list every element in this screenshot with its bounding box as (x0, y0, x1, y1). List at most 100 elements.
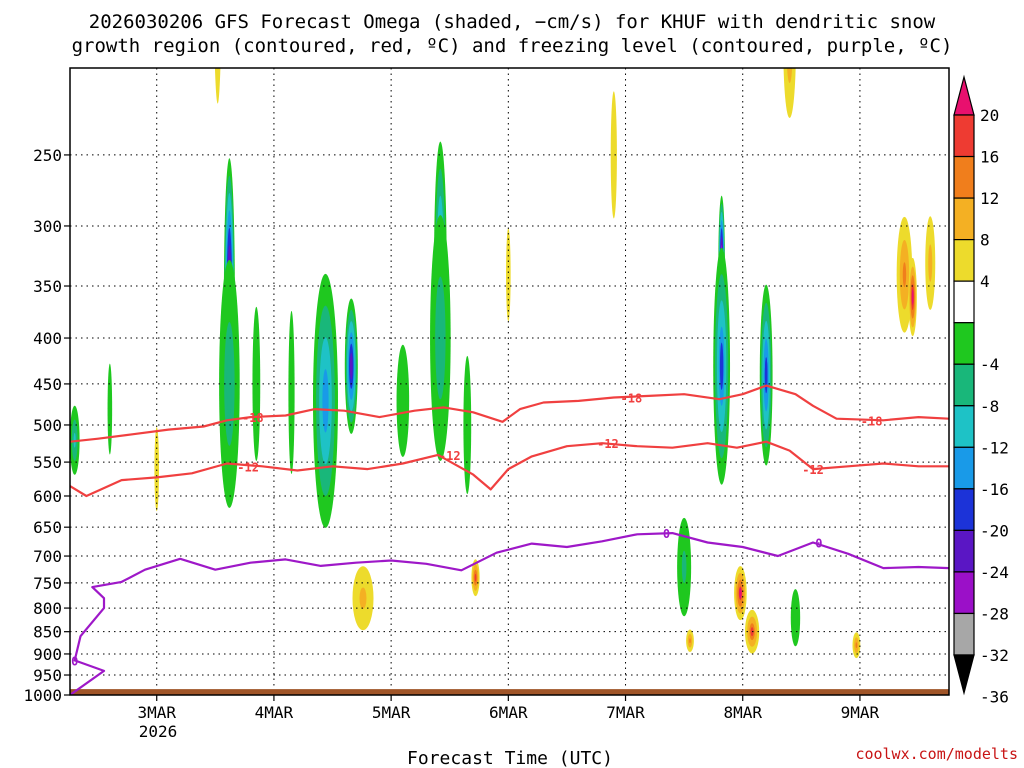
omega-feature (852, 632, 861, 659)
x-tick-label: 4MAR (255, 703, 294, 722)
contour-isotherm: -12 -12 -12 -12 (70, 437, 949, 498)
contour-line (70, 384, 949, 443)
omega-feature (610, 91, 617, 219)
omega-feature (734, 566, 747, 621)
colorbar-label: -36 (980, 688, 1009, 707)
x-tick-label: 7MAR (606, 703, 645, 722)
contour-label: -18 (621, 392, 643, 406)
contour-label: -12 (597, 437, 619, 451)
omega-level-shape (739, 587, 742, 599)
omega-feature (107, 363, 113, 455)
y-tick-label: 900 (33, 645, 62, 664)
omega-level-shape (793, 603, 798, 632)
colorbar-segment (953, 239, 975, 282)
y-axis-ticks: 250 300 350 400 450 500 550 600 650 700 750 800 850 9… (23, 146, 70, 705)
contour-label: 0 (71, 654, 78, 668)
x-year-label: 2026 (139, 722, 178, 741)
contour-line (70, 532, 949, 695)
omega-level-shape (787, 68, 793, 84)
omega-feature (288, 310, 295, 475)
x-axis-label: Forecast Time (UTC) (407, 748, 613, 768)
omega-level-shape (214, 68, 221, 104)
x-tick-label: 9MAR (841, 703, 880, 722)
y-tick-label: 700 (33, 547, 62, 566)
omega-feature (352, 566, 374, 631)
omega-level-shape (322, 375, 328, 427)
colorbar-label: 20 (980, 106, 999, 125)
contour-label: -12 (439, 449, 461, 463)
ground-fill (70, 689, 949, 695)
omega-feature (506, 228, 511, 322)
y-tick-label: 250 (33, 146, 62, 165)
omega-shading (70, 68, 936, 659)
y-tick-label: 450 (33, 375, 62, 394)
x-tick-label: 3MAR (137, 703, 176, 722)
omega-level-shape (928, 244, 933, 282)
colorbar-label: -8 (980, 397, 999, 416)
omega-feature (430, 215, 451, 461)
omega-feature (713, 247, 731, 485)
colorbar-segment (953, 114, 975, 158)
y-tick-label: 850 (33, 623, 62, 642)
colorbar-label: -24 (980, 563, 1009, 582)
omega-level-shape (855, 642, 858, 648)
omega-level-shape (289, 351, 294, 434)
omega-feature (925, 216, 936, 310)
colorbar-label: -20 (980, 521, 1009, 540)
colorbar: 20 16 12 8 4 -4 -8 -12 -16 -20 -24 -28 -32 -36 (953, 74, 1009, 707)
y-tick-label: 300 (33, 217, 62, 236)
omega-level-shape (474, 573, 477, 582)
credit-text: coolwx.com/modelts (855, 745, 1018, 763)
omega-level-shape (254, 345, 259, 423)
contour-label: -18 (861, 414, 883, 428)
y-tick-label: 500 (33, 416, 62, 435)
omega-feature (471, 559, 480, 597)
omega-level-shape (506, 228, 511, 322)
plot-frame (69, 67, 950, 696)
colorbar-segment (953, 488, 975, 531)
y-tick-label: 1000 (23, 686, 62, 705)
colorbar-label: 16 (980, 148, 999, 167)
contour-label: -12 (802, 463, 824, 477)
omega-level-shape (349, 353, 353, 380)
omega-level-shape (437, 307, 443, 369)
contour-isotherm: -18 -18 -18 (70, 384, 949, 443)
y-tick-label: 350 (33, 277, 62, 296)
colorbar-segment (953, 405, 975, 448)
omega-feature (759, 284, 773, 466)
colorbar-label: -4 (980, 355, 999, 374)
omega-level-shape (719, 342, 724, 390)
contour-label: 0 (815, 536, 822, 550)
omega-level-shape (399, 372, 406, 429)
contour-freezing-level: 0 0 0 (70, 527, 949, 695)
x-tick-label: 6MAR (489, 703, 528, 722)
omega-level-shape (610, 91, 617, 219)
omega-level-shape (226, 352, 232, 415)
grid-lines (70, 68, 949, 696)
y-tick-label: 400 (33, 329, 62, 348)
colorbar-bottom-arrow (953, 654, 975, 696)
colorbar-label: -16 (980, 480, 1009, 499)
colorbar-segment (953, 280, 975, 324)
chart-title-line2: growth region (contoured, red, ºC) and f… (72, 35, 953, 57)
omega-level-shape (681, 550, 687, 584)
omega-feature (677, 517, 692, 617)
omega-level-shape (783, 68, 796, 118)
contour-label: 0 (663, 527, 670, 541)
omega-feature (154, 427, 160, 512)
colorbar-segment (953, 529, 975, 573)
x-tick-label: 8MAR (723, 703, 762, 722)
omega-level-shape (359, 587, 367, 609)
omega-level-shape (911, 289, 914, 305)
colorbar-segment (953, 197, 975, 241)
omega-feature (312, 273, 338, 528)
y-tick-label: 650 (33, 518, 62, 537)
omega-level-shape (902, 262, 907, 288)
x-tick-label: 5MAR (372, 703, 411, 722)
omega-feature (219, 260, 240, 508)
colorbar-segment (953, 571, 975, 615)
colorbar-label: -28 (980, 604, 1009, 623)
omega-feature (396, 344, 410, 457)
omega-level-shape (689, 638, 691, 644)
y-tick-label: 750 (33, 574, 62, 593)
